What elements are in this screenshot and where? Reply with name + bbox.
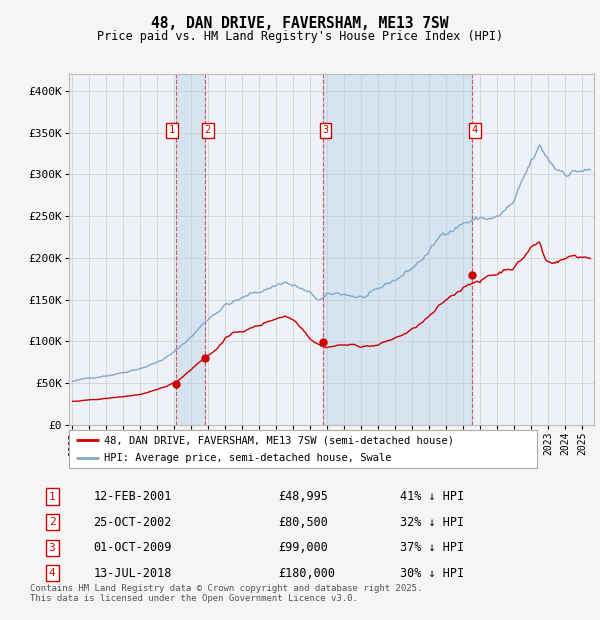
Text: 2: 2: [205, 125, 211, 135]
Bar: [176, 74, 205, 425]
Text: £99,000: £99,000: [278, 541, 328, 554]
Text: 12-FEB-2001: 12-FEB-2001: [94, 490, 172, 503]
Text: £80,500: £80,500: [278, 516, 328, 529]
Text: 13-JUL-2018: 13-JUL-2018: [94, 567, 172, 580]
Text: 4: 4: [472, 125, 478, 135]
Text: 01-OCT-2009: 01-OCT-2009: [94, 541, 172, 554]
Text: 3: 3: [49, 542, 55, 552]
Text: 30% ↓ HPI: 30% ↓ HPI: [400, 567, 464, 580]
Text: Contains HM Land Registry data © Crown copyright and database right 2025.
This d: Contains HM Land Registry data © Crown c…: [30, 584, 422, 603]
Text: 41% ↓ HPI: 41% ↓ HPI: [400, 490, 464, 503]
Text: 48, DAN DRIVE, FAVERSHAM, ME13 7SW (semi-detached house): 48, DAN DRIVE, FAVERSHAM, ME13 7SW (semi…: [104, 435, 454, 445]
Text: 48, DAN DRIVE, FAVERSHAM, ME13 7SW: 48, DAN DRIVE, FAVERSHAM, ME13 7SW: [151, 16, 449, 30]
Text: £48,995: £48,995: [278, 490, 328, 503]
Text: Price paid vs. HM Land Registry's House Price Index (HPI): Price paid vs. HM Land Registry's House …: [97, 30, 503, 43]
Text: 3: 3: [322, 125, 329, 135]
Text: £180,000: £180,000: [278, 567, 335, 580]
Text: 37% ↓ HPI: 37% ↓ HPI: [400, 541, 464, 554]
Text: 4: 4: [49, 569, 55, 578]
Text: 25-OCT-2002: 25-OCT-2002: [94, 516, 172, 529]
Text: HPI: Average price, semi-detached house, Swale: HPI: Average price, semi-detached house,…: [104, 453, 392, 464]
Text: 1: 1: [49, 492, 55, 502]
Text: 32% ↓ HPI: 32% ↓ HPI: [400, 516, 464, 529]
Text: 2: 2: [49, 517, 55, 527]
Text: 1: 1: [169, 125, 175, 135]
Bar: [323, 74, 472, 425]
